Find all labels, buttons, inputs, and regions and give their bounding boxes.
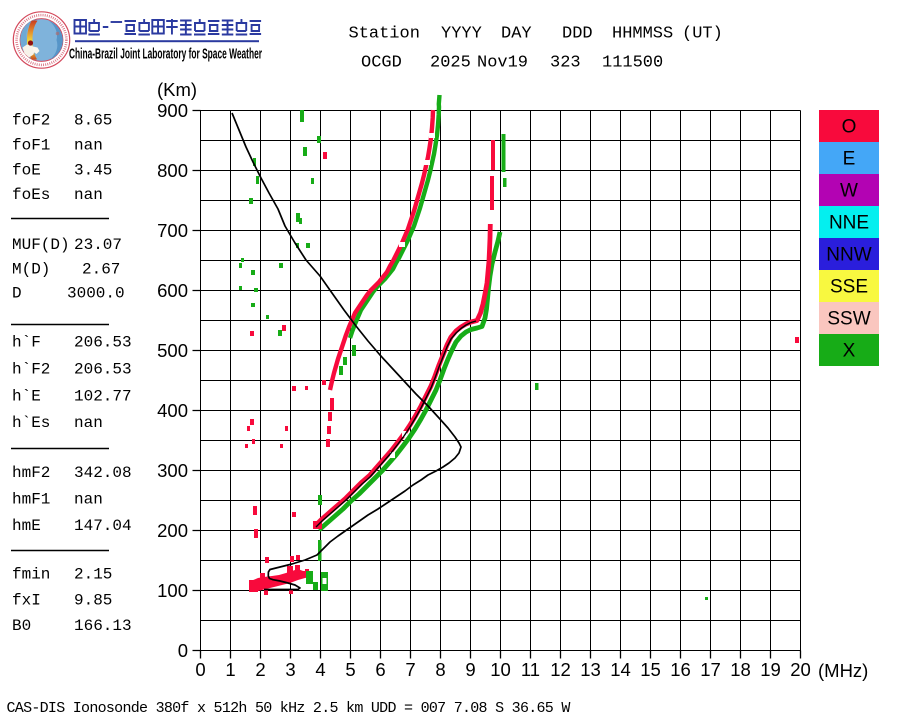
svg-text:6: 6 (375, 659, 385, 680)
svg-text:B0: B0 (12, 617, 31, 635)
svg-text:342.08: 342.08 (74, 464, 132, 482)
svg-text:foF1: foF1 (12, 137, 50, 155)
svg-text:2.15: 2.15 (74, 565, 112, 583)
svg-text:hmE: hmE (12, 517, 41, 535)
svg-text:100: 100 (157, 580, 188, 601)
svg-text:23.07: 23.07 (74, 236, 122, 254)
svg-text:(Km): (Km) (157, 79, 197, 100)
svg-text:h`E: h`E (12, 387, 41, 405)
svg-text:HHMMSS: HHMMSS (612, 25, 673, 44)
svg-text:18: 18 (730, 659, 751, 680)
svg-text:206.53: 206.53 (74, 334, 132, 352)
svg-text:323: 323 (550, 54, 581, 73)
svg-text:15: 15 (640, 659, 661, 680)
svg-text:OCGD: OCGD (361, 54, 402, 73)
svg-text:SSE: SSE (830, 277, 868, 298)
svg-text:300: 300 (157, 460, 188, 481)
svg-text:10: 10 (490, 659, 511, 680)
svg-text:nan: nan (74, 137, 103, 155)
svg-text:M(D): M(D) (12, 261, 50, 279)
svg-text:NNE: NNE (829, 213, 869, 234)
svg-text:(MHz): (MHz) (818, 660, 868, 681)
svg-text:nan: nan (74, 491, 103, 509)
svg-text:2.67: 2.67 (82, 261, 120, 279)
svg-text:2025: 2025 (430, 54, 471, 73)
svg-text:9.85: 9.85 (74, 591, 112, 609)
svg-text:11: 11 (521, 659, 540, 680)
svg-text:111500: 111500 (602, 54, 663, 73)
svg-text:X: X (843, 341, 856, 362)
svg-text:14: 14 (610, 659, 631, 680)
svg-text:DDD: DDD (562, 25, 593, 44)
svg-text:12: 12 (550, 659, 571, 680)
svg-text:20: 20 (790, 659, 811, 680)
svg-text:nan: nan (74, 414, 103, 432)
svg-text:3.45: 3.45 (74, 162, 112, 180)
svg-text:hmF1: hmF1 (12, 491, 50, 509)
svg-text:Station: Station (349, 25, 420, 44)
svg-text:(UT): (UT) (682, 25, 723, 44)
svg-text:500: 500 (157, 340, 188, 361)
svg-text:NNW: NNW (826, 245, 871, 266)
svg-text:hmF2: hmF2 (12, 464, 50, 482)
svg-text:nan: nan (74, 186, 103, 204)
svg-text:17: 17 (700, 659, 721, 680)
svg-text:4: 4 (315, 659, 325, 680)
svg-text:1: 1 (225, 659, 235, 680)
svg-text:China-Brazil Joint Laboratory: China-Brazil Joint Laboratory for Space … (69, 47, 262, 63)
svg-text:600: 600 (157, 280, 188, 301)
svg-text:700: 700 (157, 220, 188, 241)
svg-text:800: 800 (157, 160, 188, 181)
svg-text:DAY: DAY (501, 25, 532, 44)
svg-text:8.65: 8.65 (74, 112, 112, 130)
svg-text:400: 400 (157, 400, 188, 421)
svg-text:102.77: 102.77 (74, 387, 132, 405)
svg-text:foE: foE (12, 162, 41, 180)
svg-text:9: 9 (465, 659, 475, 680)
svg-text:W: W (840, 181, 858, 202)
svg-text:h`Es: h`Es (12, 414, 50, 432)
svg-text:8: 8 (435, 659, 445, 680)
svg-text:MUF(D): MUF(D) (12, 236, 70, 254)
svg-text:Nov19: Nov19 (477, 54, 528, 73)
svg-text:16: 16 (670, 659, 691, 680)
svg-text:CAS-DIS Ionosonde 380f x 512h: CAS-DIS Ionosonde 380f x 512h 50 kHz 2.5… (7, 700, 571, 717)
svg-text:0: 0 (178, 640, 188, 661)
svg-text:3000.0: 3000.0 (67, 285, 125, 303)
svg-text:2: 2 (255, 659, 265, 680)
svg-text:5: 5 (345, 659, 355, 680)
svg-text:19: 19 (760, 659, 781, 680)
svg-text:O: O (842, 117, 857, 138)
svg-text:E: E (843, 149, 856, 170)
svg-text:166.13: 166.13 (74, 617, 132, 635)
svg-text:13: 13 (580, 659, 601, 680)
svg-text:foF2: foF2 (12, 112, 50, 130)
svg-text:h`F: h`F (12, 334, 41, 352)
svg-text:SSW: SSW (827, 309, 870, 330)
svg-text:D: D (12, 285, 22, 303)
svg-text:h`F2: h`F2 (12, 361, 50, 379)
svg-text:fmin: fmin (12, 565, 50, 583)
svg-text:fxI: fxI (12, 591, 41, 609)
svg-text:200: 200 (157, 520, 188, 541)
svg-text:900: 900 (157, 100, 188, 121)
svg-text:YYYY: YYYY (441, 25, 482, 44)
svg-text:206.53: 206.53 (74, 361, 132, 379)
svg-text:foEs: foEs (12, 186, 50, 204)
svg-text:0: 0 (195, 659, 205, 680)
svg-text:147.04: 147.04 (74, 517, 132, 535)
svg-text:7: 7 (405, 659, 415, 680)
svg-text:3: 3 (285, 659, 295, 680)
